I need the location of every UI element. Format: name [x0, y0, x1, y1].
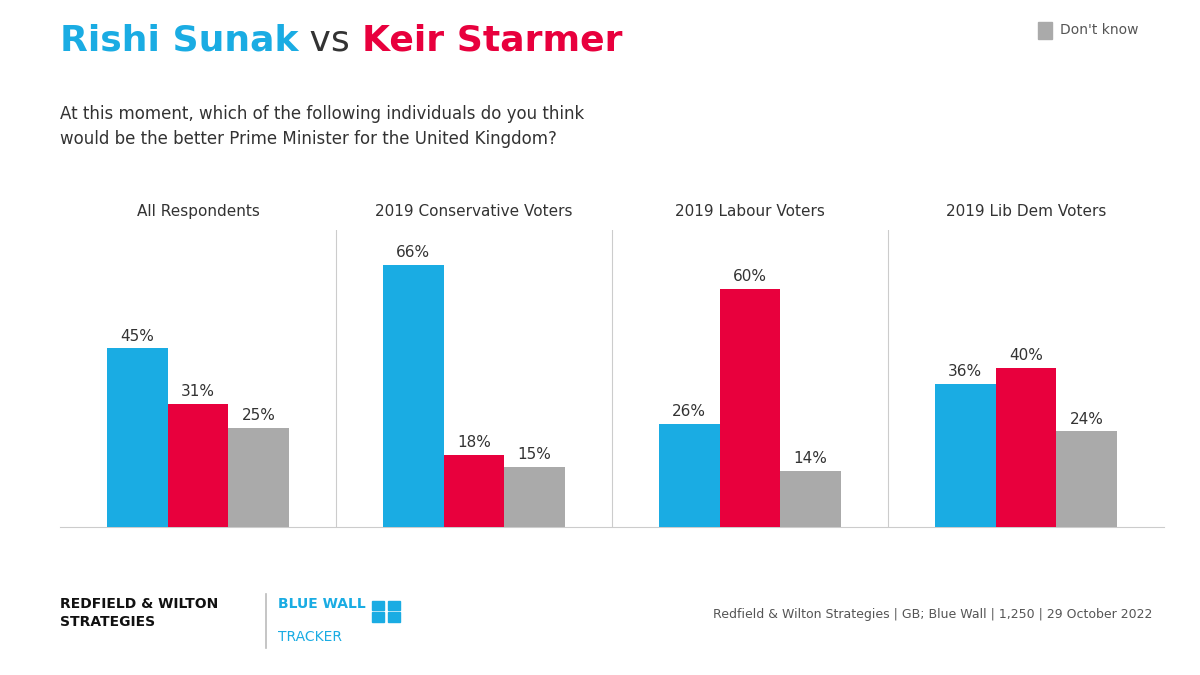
Bar: [383, 265, 444, 526]
Text: At this moment, which of the following individuals do you think
would be the bet: At this moment, which of the following i…: [60, 105, 584, 148]
Text: 2019 Labour Voters: 2019 Labour Voters: [676, 205, 824, 219]
Text: Keir Starmer: Keir Starmer: [361, 24, 623, 57]
Bar: [996, 368, 1056, 526]
Bar: [168, 404, 228, 526]
Text: 14%: 14%: [793, 452, 828, 466]
Bar: [720, 289, 780, 526]
Text: 2019 Conservative Voters: 2019 Conservative Voters: [376, 205, 572, 219]
Text: 45%: 45%: [120, 329, 155, 344]
Text: vs: vs: [299, 24, 361, 57]
Text: Don't know: Don't know: [1060, 24, 1138, 37]
Text: All Respondents: All Respondents: [137, 205, 259, 219]
Text: 25%: 25%: [241, 408, 276, 423]
Bar: [107, 348, 168, 526]
Text: 31%: 31%: [181, 384, 215, 399]
Text: BLUE WALL: BLUE WALL: [278, 597, 366, 612]
Text: 15%: 15%: [517, 448, 552, 462]
Text: 60%: 60%: [733, 269, 767, 284]
Text: 24%: 24%: [1069, 412, 1104, 427]
Text: 2019 Lib Dem Voters: 2019 Lib Dem Voters: [946, 205, 1106, 219]
Text: Redfield & Wilton Strategies | GB; Blue Wall | 1,250 | 29 October 2022: Redfield & Wilton Strategies | GB; Blue …: [713, 608, 1152, 621]
Bar: [444, 455, 504, 526]
Bar: [504, 467, 565, 526]
Text: Rishi Sunak: Rishi Sunak: [60, 24, 299, 57]
Text: 26%: 26%: [672, 404, 707, 418]
Text: 66%: 66%: [396, 246, 431, 261]
Bar: [659, 423, 720, 526]
Text: 18%: 18%: [457, 435, 491, 450]
Bar: [935, 384, 996, 526]
Text: REDFIELD & WILTON
STRATEGIES: REDFIELD & WILTON STRATEGIES: [60, 597, 218, 629]
Text: 36%: 36%: [948, 364, 983, 379]
Bar: [228, 427, 289, 526]
Text: 40%: 40%: [1009, 348, 1043, 363]
Bar: [1056, 431, 1117, 526]
Bar: [780, 471, 841, 526]
Text: TRACKER: TRACKER: [278, 630, 342, 644]
